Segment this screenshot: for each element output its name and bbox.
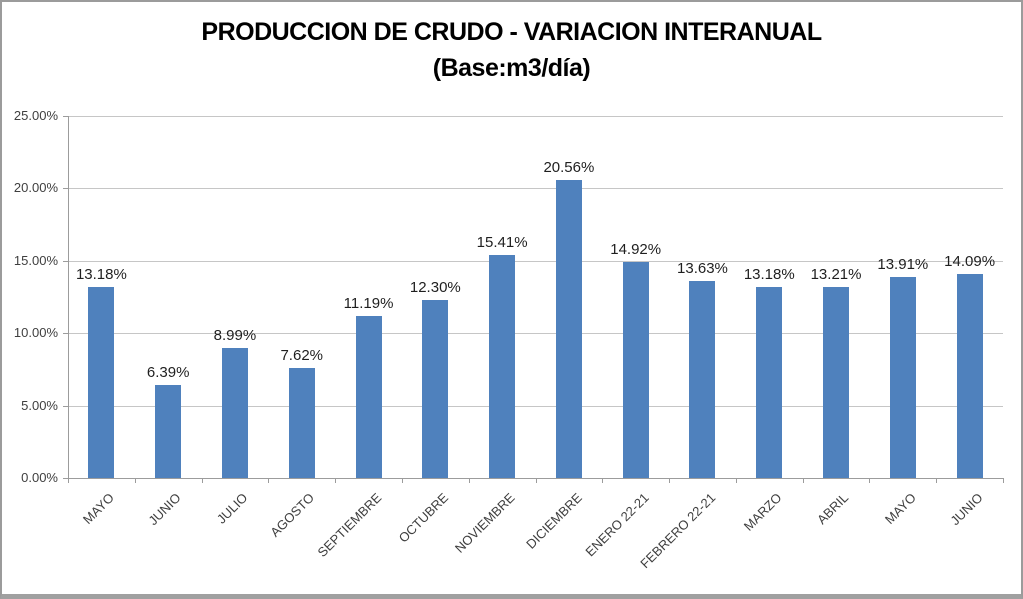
bar [288, 367, 315, 478]
bar [489, 254, 516, 478]
y-axis-label: 20.00% [13, 180, 58, 196]
bar-value-label: 20.56% [543, 159, 595, 177]
bar-value-label: 12.30% [409, 278, 461, 296]
x-axis-label: MARZO [741, 490, 785, 534]
bar [355, 315, 382, 478]
x-axis-label: ENERO 22-21 [581, 490, 652, 560]
x-axis-tick [535, 478, 537, 483]
x-axis-tick [468, 478, 470, 483]
bar-value-label: 14.09% [944, 252, 996, 270]
bar-value-label: 7.62% [280, 346, 324, 364]
bar-value-label: 14.92% [610, 240, 662, 258]
x-axis-label: OCTUBRE [395, 490, 451, 546]
x-axis-label: MAYO [80, 490, 118, 528]
y-axis-tick [63, 116, 68, 117]
bar-value-label: 11.19% [343, 294, 394, 312]
bar [555, 180, 582, 478]
y-axis-label: 15.00% [13, 252, 58, 268]
y-axis-tick [63, 188, 68, 190]
y-axis-line [68, 116, 69, 478]
bar-value-label: 13.63% [677, 259, 728, 277]
x-axis-tick [669, 478, 671, 483]
x-axis-tick [201, 478, 203, 483]
x-axis-label: JUNIO [947, 490, 986, 529]
bar [155, 385, 182, 478]
gridline [68, 405, 1003, 407]
bar [889, 276, 916, 478]
x-axis-label: SEPTIEMBRE [314, 490, 385, 560]
y-axis-label: 0.00% [21, 470, 58, 485]
x-axis-tick [936, 478, 938, 483]
bar [622, 261, 649, 478]
x-axis-tick [602, 478, 604, 483]
x-axis-tick [268, 478, 270, 483]
chart-title-line2: (Base:m3/día) [432, 54, 591, 82]
gridline [68, 188, 1003, 190]
y-axis-tick [63, 333, 68, 335]
chart-title-line1: PRODUCCION DE CRUDO - VARIACION INTERANU… [201, 18, 822, 46]
bar [956, 273, 983, 478]
bar-value-label: 13.18% [75, 266, 127, 284]
bar-value-label: 6.39% [146, 364, 190, 382]
bar-value-label: 8.99% [213, 326, 257, 344]
chart-title: PRODUCCION DE CRUDO - VARIACION INTERANU… [2, 14, 1021, 86]
gridline [68, 116, 1003, 117]
x-axis-label: ABRIL [814, 490, 852, 528]
x-axis-label: JUNIO [145, 490, 184, 529]
bar-value-label: 13.18% [743, 266, 795, 284]
x-axis-tick [134, 478, 136, 483]
x-axis-tick [68, 478, 69, 483]
bar [88, 287, 115, 478]
bar [422, 299, 449, 478]
bar-value-label: 15.41% [476, 233, 528, 251]
y-axis-label: 25.00% [13, 108, 58, 123]
y-axis-tick [63, 405, 68, 407]
gridline [68, 333, 1003, 335]
x-axis-label: AGOSTO [267, 490, 318, 540]
x-axis-tick [335, 478, 337, 483]
bar-value-label: 13.91% [877, 255, 929, 273]
x-axis-tick [401, 478, 403, 483]
bar [756, 287, 783, 478]
x-axis-tick [802, 478, 804, 483]
x-axis-label: JULIO [213, 490, 251, 527]
y-axis-tick [63, 478, 68, 479]
x-axis-tick [735, 478, 737, 483]
bar [221, 347, 248, 478]
gridline [68, 260, 1003, 262]
x-axis-label: NOVIEMBRE [451, 490, 518, 556]
y-axis-tick [63, 260, 68, 262]
x-axis-label: DICIEMBRE [522, 490, 585, 552]
y-axis-label: 5.00% [21, 397, 58, 413]
x-axis-label: MAYO [881, 490, 919, 528]
x-axis-tick [1003, 478, 1004, 483]
bar [823, 286, 850, 478]
y-axis-label: 10.00% [13, 325, 58, 341]
x-axis-tick [869, 478, 871, 483]
bar [689, 280, 716, 478]
bar-value-label: 13.21% [810, 265, 862, 283]
